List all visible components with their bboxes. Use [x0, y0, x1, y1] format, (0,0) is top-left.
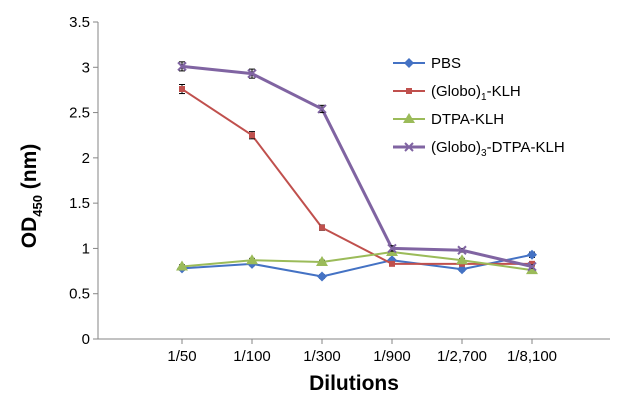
- data-point: [527, 261, 537, 272]
- x-tick-label: 1/2,700: [437, 348, 487, 365]
- data-point: [317, 104, 327, 114]
- data-point: [456, 254, 468, 265]
- y-tick-label: 0.5: [69, 286, 90, 303]
- legend-label-subscript: 3: [481, 148, 487, 159]
- legend-label-main: (Globo): [431, 83, 481, 100]
- data-point: [246, 254, 258, 265]
- y-axis-title-suffix: (nm): [18, 144, 41, 195]
- y-ticks: 0 0.5 1 1.5 2 2.5 3 3.5: [69, 14, 98, 348]
- legend-label-suffix: -KLH: [487, 83, 521, 100]
- y-axis-title: OD450 (nm): [18, 144, 45, 249]
- data-point: [249, 132, 255, 139]
- data-point: [316, 256, 328, 267]
- data-point: [387, 243, 397, 254]
- data-point: [317, 271, 327, 282]
- data-point: [319, 224, 325, 231]
- data-point: [529, 260, 535, 267]
- legend-label-main: PBS: [431, 55, 461, 72]
- y-axis-title-base: OD: [18, 217, 41, 249]
- data-point: [457, 245, 467, 255]
- data-point: [389, 260, 395, 267]
- x-tick-label: 1/100: [233, 348, 271, 365]
- legend-label: DTPA-KLH: [431, 111, 504, 128]
- legend-label-main: (Globo): [431, 139, 481, 156]
- data-point: [247, 68, 257, 79]
- legend-item: DTPA-KLH: [393, 111, 504, 128]
- series-line: [181, 251, 533, 272]
- series-line: [181, 253, 533, 278]
- y-tick-label: 1: [82, 240, 90, 257]
- y-axis-title-subscript: 450: [30, 195, 45, 217]
- y-tick-label: 1.5: [69, 195, 90, 212]
- data-point: [527, 249, 537, 260]
- data-point: [526, 264, 538, 275]
- legend-label: (Globo)1-KLH: [431, 83, 521, 103]
- y-tick-label: 3: [82, 59, 90, 76]
- legend-item: (Globo)1-KLH: [393, 83, 521, 103]
- series-layer: [176, 61, 538, 282]
- legend-label: (Globo)3-DTPA-KLH: [431, 139, 565, 159]
- legend-item: (Globo)3-DTPA-KLH: [393, 139, 565, 159]
- legend-label-main: DTPA-KLH: [431, 111, 504, 128]
- x-tick-label: 1/900: [373, 348, 411, 365]
- y-tick-label: 2.5: [69, 105, 90, 122]
- legend-label: PBS: [431, 55, 461, 72]
- x-ticks: 1/50 1/100 1/300 1/900 1/2,700 1/8,100: [167, 339, 557, 365]
- data-point: [179, 86, 185, 93]
- series-line: [181, 64, 533, 269]
- x-tick-label: 1/300: [303, 348, 341, 365]
- legend-label-suffix: -DTPA-KLH: [487, 139, 565, 156]
- series-line: [181, 88, 532, 265]
- x-axis-title: Dilutions: [309, 372, 399, 395]
- x-tick-label: 1/50: [167, 348, 196, 365]
- data-point: [177, 61, 187, 72]
- series-4: [177, 61, 537, 272]
- legend-label-subscript: 1: [481, 92, 487, 103]
- legend-marker: [406, 88, 412, 94]
- series-3: [176, 246, 538, 275]
- data-point: [176, 260, 188, 271]
- legend-item: PBS: [393, 55, 461, 72]
- legend-marker: [404, 58, 414, 68]
- legend-marker: [404, 142, 414, 152]
- y-tick-label: 3.5: [69, 14, 90, 31]
- legend-marker: [403, 113, 415, 123]
- x-tick-label: 1/8,100: [507, 348, 557, 365]
- y-tick-label: 0: [82, 331, 90, 348]
- chart-axes: [97, 22, 610, 340]
- y-tick-label: 2: [82, 150, 90, 167]
